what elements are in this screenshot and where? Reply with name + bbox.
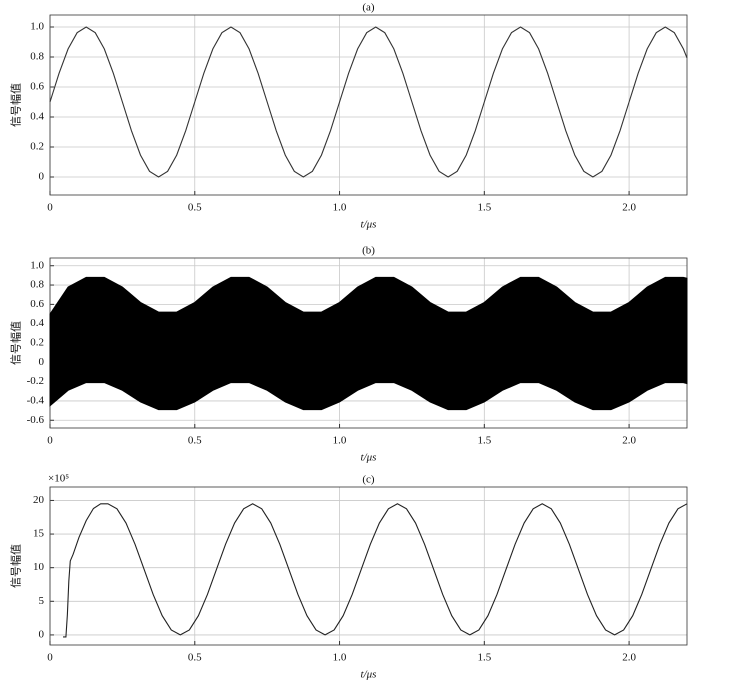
x-tick-label: 2.0 — [622, 435, 636, 447]
x-tick-label: 2.0 — [622, 652, 636, 664]
x-tick-label: 1.5 — [477, 202, 491, 214]
x-tick-label: 1.5 — [477, 435, 491, 447]
y-tick-label: -0.6 — [27, 414, 45, 426]
plot-frame — [49, 14, 688, 196]
chart-title: (a) — [362, 2, 375, 14]
y-tick-label: 0.2 — [30, 141, 44, 153]
y-tick-label: 10 — [33, 561, 45, 573]
x-tick-label: 1.0 — [333, 652, 347, 664]
x-tick-label: 0 — [47, 652, 53, 664]
y-tick-label: 5 — [39, 595, 45, 607]
y-tick-label: 0.6 — [30, 298, 44, 310]
y-tick-label: 0.4 — [30, 317, 44, 329]
y-tick-label: -0.2 — [27, 375, 44, 387]
signal-line — [63, 503, 688, 638]
plot-frame — [49, 486, 688, 646]
chart-title: (c) — [362, 474, 375, 486]
y-tick-label: 1.0 — [30, 21, 44, 33]
x-tick-label: 0 — [47, 435, 53, 447]
x-tick-label: 1.0 — [333, 202, 347, 214]
y-tick-label: 0.4 — [30, 111, 44, 123]
x-axis-label: t/μs — [361, 219, 377, 231]
y-axis-label: 信号幅值 — [10, 321, 23, 365]
chart-title: (b) — [362, 245, 375, 257]
signal-line — [49, 26, 688, 178]
x-axis-label: t/μs — [361, 452, 377, 464]
signal-envelope — [49, 276, 688, 411]
y-tick-label: 20 — [33, 494, 45, 506]
y-tick-label: 0.2 — [30, 337, 44, 349]
x-tick-label: 0.5 — [188, 202, 202, 214]
axis-multiplier: ×10⁵ — [48, 473, 69, 485]
y-axis-label: 信号幅值 — [10, 544, 23, 588]
y-axis-label: 信号幅值 — [10, 83, 23, 127]
y-tick-label: -0.4 — [27, 394, 45, 406]
y-tick-label: 15 — [33, 528, 45, 540]
y-tick-label: 0 — [39, 171, 45, 183]
y-tick-label: 0.6 — [30, 81, 44, 93]
x-tick-label: 1.5 — [477, 652, 491, 664]
y-tick-label: 0.8 — [30, 279, 44, 291]
x-tick-label: 1.0 — [333, 435, 347, 447]
x-tick-label: 2.0 — [622, 202, 636, 214]
x-tick-label: 0.5 — [188, 435, 202, 447]
y-tick-label: 0.8 — [30, 51, 44, 63]
x-tick-label: 0.5 — [188, 652, 202, 664]
x-axis-label: t/μs — [361, 669, 377, 681]
y-tick-label: 1.0 — [30, 259, 44, 271]
x-tick-label: 0 — [47, 202, 53, 214]
y-tick-label: 0 — [39, 356, 45, 368]
y-tick-label: 0 — [39, 628, 45, 640]
